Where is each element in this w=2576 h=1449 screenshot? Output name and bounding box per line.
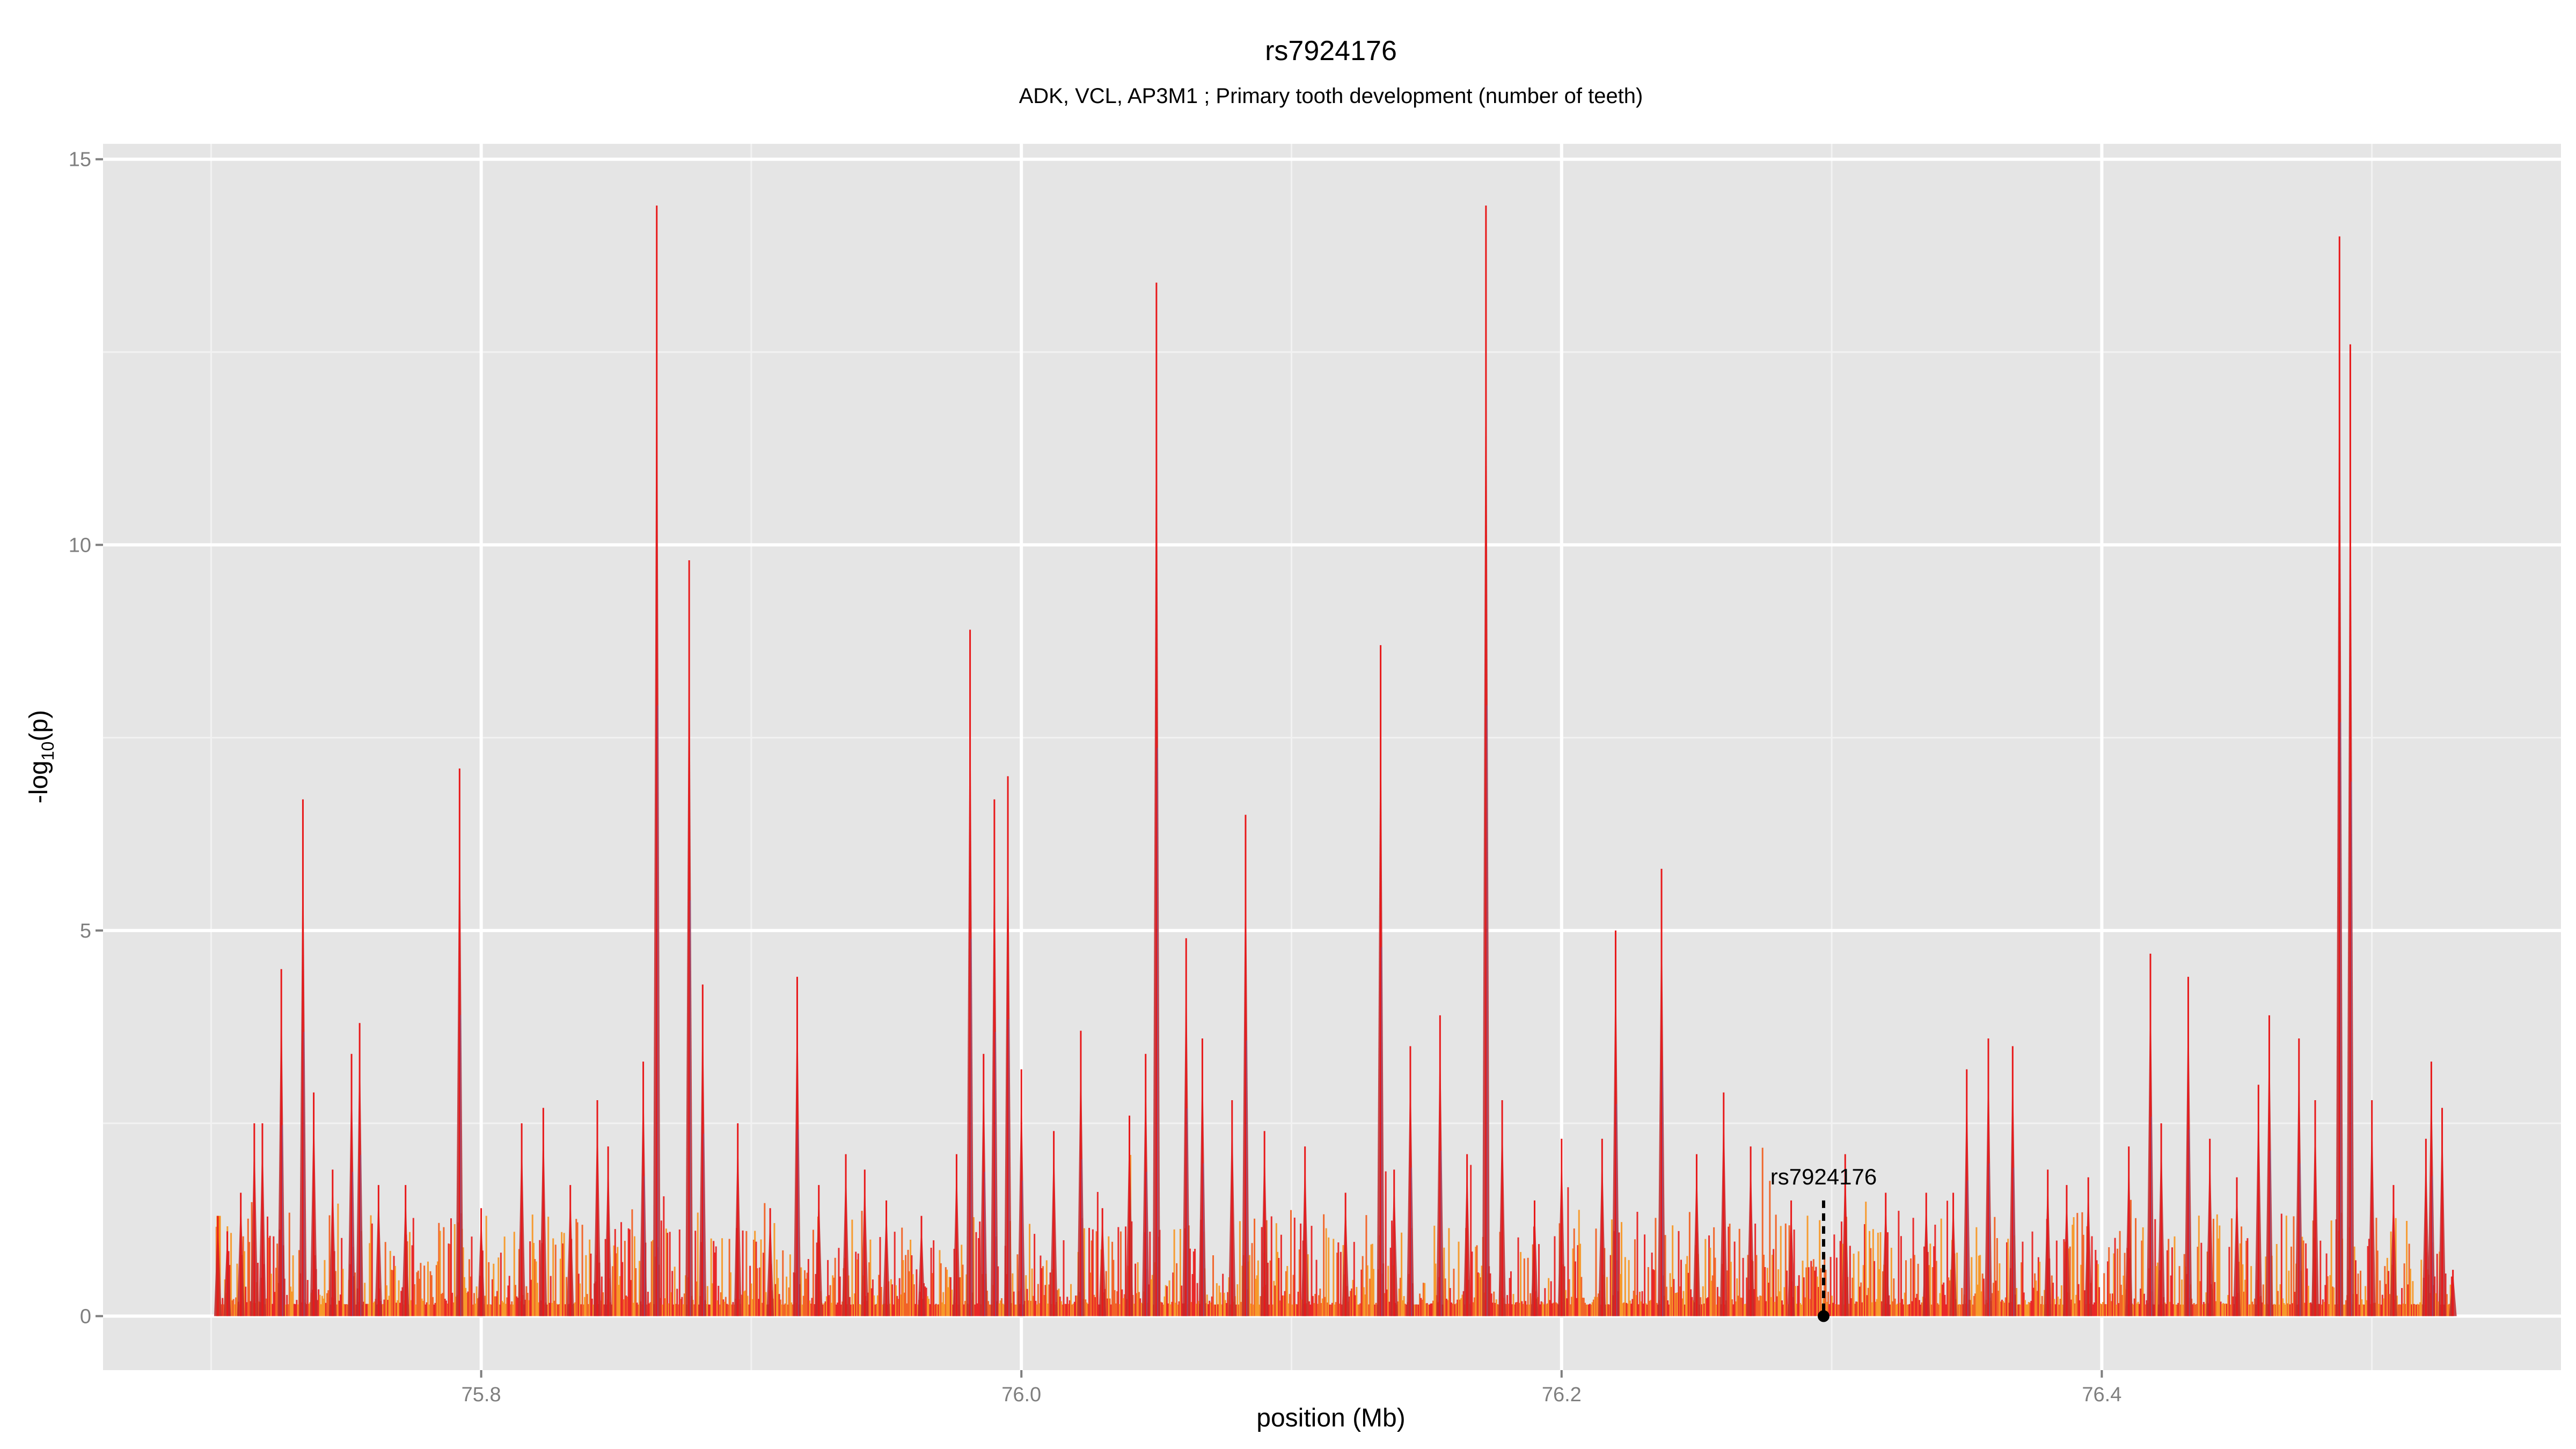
snp-label: rs7924176 bbox=[1770, 1164, 1877, 1189]
plot-panel bbox=[103, 144, 2561, 1370]
y-tick-label: 5 bbox=[80, 920, 91, 942]
y-axis-label-main: -log bbox=[25, 760, 53, 803]
y-axis-label-tail: (p) bbox=[25, 710, 53, 742]
y-tick-label: 15 bbox=[69, 149, 91, 171]
y-axis: 0 5 10 15 bbox=[69, 149, 103, 1328]
x-tick-label: 76.4 bbox=[2082, 1384, 2121, 1406]
y-tick-label: 10 bbox=[69, 534, 91, 557]
y-tick-label: 0 bbox=[80, 1305, 91, 1328]
x-tick-label: 76.0 bbox=[1001, 1384, 1041, 1406]
x-tick-label: 75.8 bbox=[462, 1384, 501, 1406]
y-axis-label-sub: 10 bbox=[38, 742, 57, 761]
snp-marker-point bbox=[1818, 1310, 1829, 1322]
svg-text:-log10(p): -log10(p) bbox=[25, 710, 57, 803]
x-tick-label: 76.2 bbox=[1542, 1384, 1582, 1406]
association-signal bbox=[214, 205, 2457, 1316]
snp-annotation: rs7924176 bbox=[1770, 1164, 1877, 1322]
y-axis-label: -log10(p) bbox=[25, 710, 57, 803]
x-axis: 75.8 76.0 76.2 76.4 bbox=[462, 1370, 2121, 1406]
x-axis-label: position (Mb) bbox=[1256, 1404, 1405, 1432]
chart-title: rs7924176 bbox=[1265, 35, 1397, 67]
chart-subtitle: ADK, VCL, AP3M1 ; Primary tooth developm… bbox=[1019, 84, 1643, 108]
